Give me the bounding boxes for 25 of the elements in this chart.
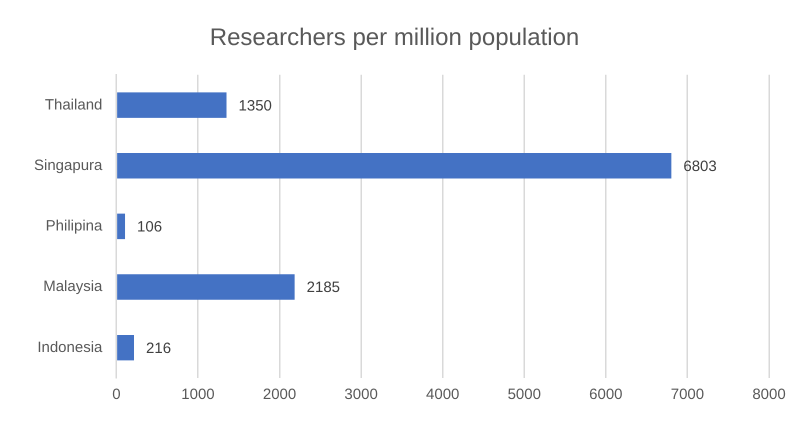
data-label: 2185 (306, 279, 340, 296)
y-tick-label: Philipina (46, 218, 104, 235)
x-tick-label: 4000 (426, 386, 460, 404)
x-tick-label: 0 (112, 386, 121, 404)
x-tick-label: 3000 (344, 386, 378, 404)
data-label: 106 (137, 218, 162, 236)
y-tick-label: Thailand (44, 96, 102, 114)
data-label: 1350 (238, 97, 272, 114)
bar (117, 334, 134, 360)
y-tick-label: Indonesia (37, 338, 104, 356)
chart-title: Researchers per million population (210, 24, 580, 52)
bar (117, 214, 126, 240)
x-tick-label: 6000 (589, 386, 623, 404)
data-label: 216 (146, 340, 172, 357)
x-tick-label: 7000 (670, 386, 704, 404)
y-tick-label: Singapura (34, 156, 104, 174)
bar (117, 274, 295, 300)
data-label: 6803 (683, 158, 717, 175)
bar (117, 153, 672, 178)
x-tick-label: 2000 (262, 386, 296, 404)
x-tick-label: 8000 (752, 386, 786, 404)
y-tick-label: Malaysia (43, 278, 104, 296)
x-tick-label: 5000 (508, 386, 541, 404)
bar (117, 92, 227, 118)
x-tick-label: 1000 (181, 386, 215, 404)
